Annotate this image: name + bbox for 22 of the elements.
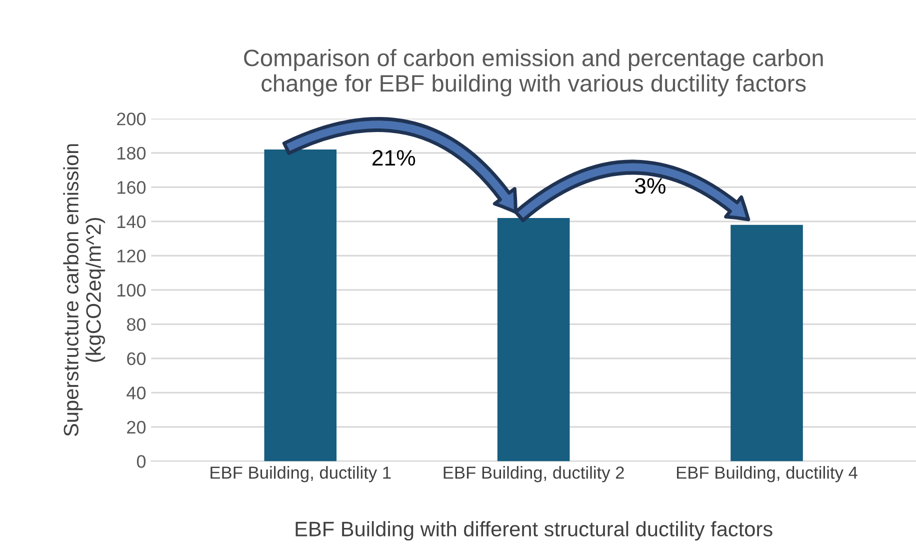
y-tick-label: 140 xyxy=(118,215,146,228)
x-tick-label: EBF Building, ductility 1 xyxy=(210,466,391,482)
bar xyxy=(497,218,570,462)
y-tick-label: 20 xyxy=(127,420,146,434)
y-tick-label: 0 xyxy=(136,455,146,468)
bar xyxy=(264,149,337,462)
y-tick-label: 100 xyxy=(118,284,146,297)
x-tick-label: EBF Building, ductility 4 xyxy=(677,466,858,482)
y-axis-title: Superstructure carbon emission (kgCO2eq/m^2) xyxy=(63,144,106,436)
annotation: 21% xyxy=(372,150,416,166)
y-tick-label: 200 xyxy=(117,112,146,126)
chart-title: Comparison of carbon emission and percentage carbon change for EBF building with various ductility factors xyxy=(244,48,823,96)
y-tick-label: 40 xyxy=(126,386,146,400)
bar xyxy=(730,224,803,462)
annotation: 3% xyxy=(634,178,666,194)
x-axis-title: EBF Building with different structural ductility factors xyxy=(296,521,772,541)
y-tick-label: 120 xyxy=(118,250,146,262)
y-tick-label: 60 xyxy=(127,352,146,366)
y-tick-label: 180 xyxy=(118,146,146,160)
y-tick-label: 160 xyxy=(118,181,146,194)
x-tick-label: EBF Building, ductility 2 xyxy=(444,466,624,482)
y-tick-label: 80 xyxy=(126,318,146,331)
